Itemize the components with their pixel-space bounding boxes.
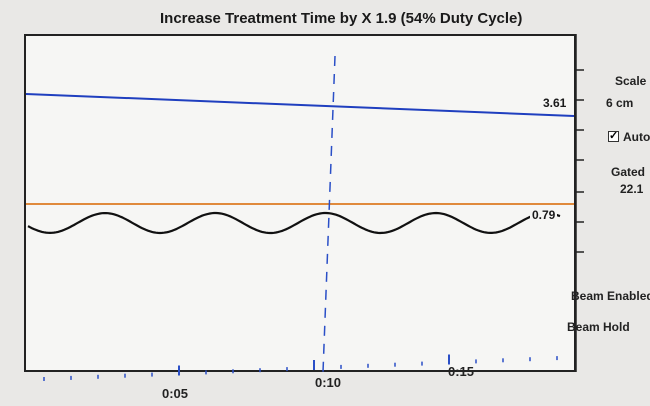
time-label-0-15: 0:15 (448, 364, 475, 379)
scale-value: 6 cm (606, 96, 634, 110)
right-axis-ticks (576, 69, 584, 253)
gated-value: 22.1 (620, 182, 644, 196)
beam-enabled-label: Beam Enabled (571, 289, 650, 303)
scale-label: Scale (615, 74, 647, 88)
beam-hold-label: Beam Hold (567, 320, 630, 334)
respiratory-signal (27, 211, 561, 235)
auto-checkbox[interactable]: ✓ (608, 130, 619, 142)
time-axis-ticks (43, 354, 558, 381)
gated-label: Gated (611, 165, 646, 179)
upper-threshold-value: 3.61 (541, 96, 569, 110)
auto-label: Auto (623, 130, 650, 144)
page-title: Increase Treatment Time by X 1.9 (54% Du… (160, 10, 523, 27)
time-label-0-10: 0:10 (315, 375, 342, 390)
time-label-0-05: 0:05 (162, 386, 189, 401)
upper-threshold-line (25, 93, 575, 117)
lower-threshold-value: 0.79 (530, 208, 558, 222)
